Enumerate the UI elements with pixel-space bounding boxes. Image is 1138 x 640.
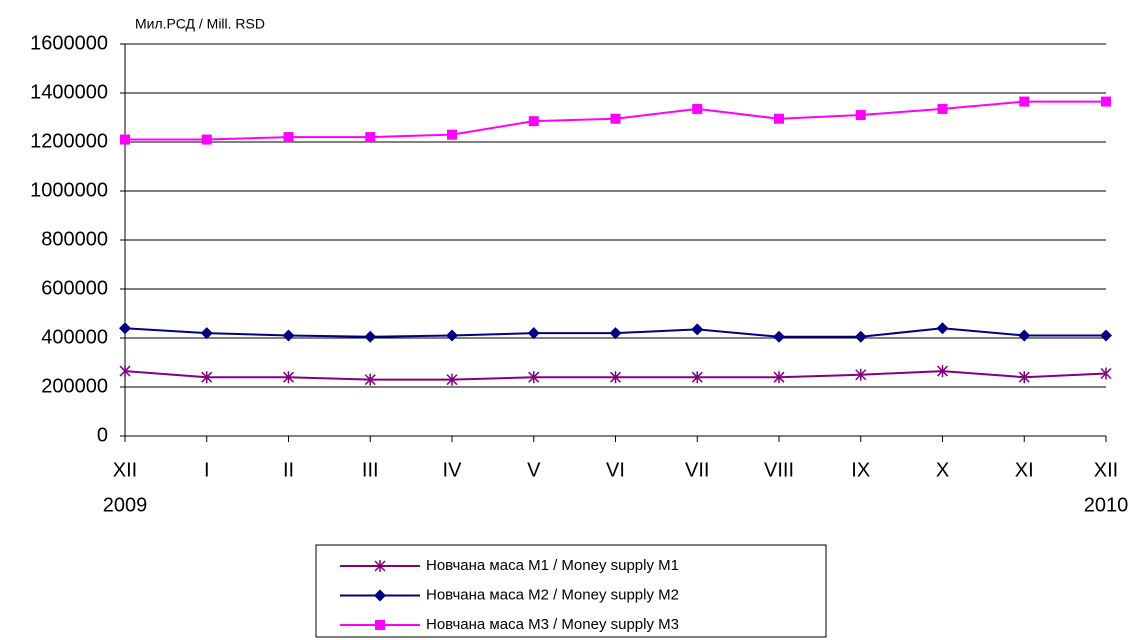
y-tick-label: 400000 — [41, 326, 108, 348]
marker — [855, 110, 866, 121]
marker — [773, 371, 785, 384]
marker — [1101, 96, 1111, 107]
marker — [528, 116, 539, 127]
marker — [374, 560, 386, 572]
marker — [119, 322, 131, 335]
marker — [446, 373, 458, 386]
y-tick-label: 0 — [97, 424, 108, 446]
x-year-label: 2010 — [1084, 494, 1129, 516]
marker — [1018, 329, 1031, 342]
x-tick-label: IX — [851, 459, 870, 481]
x-tick-label: VII — [685, 459, 709, 481]
x-tick-label: I — [204, 459, 210, 481]
y-tick-label: 600000 — [41, 277, 108, 299]
marker — [364, 373, 376, 386]
marker — [528, 371, 540, 384]
marker — [609, 371, 622, 384]
marker — [282, 371, 295, 384]
marker — [609, 327, 622, 340]
marker — [1019, 96, 1030, 107]
marker — [854, 330, 867, 343]
y-tick-label: 1400000 — [30, 81, 108, 103]
marker — [364, 330, 377, 343]
marker — [201, 134, 212, 145]
marker — [936, 365, 949, 378]
marker — [691, 371, 703, 384]
x-tick-label: III — [362, 459, 379, 481]
marker — [691, 323, 704, 336]
y-unit-label: Мил.РСД / Mill. RSD — [135, 16, 265, 32]
x-tick-label: II — [283, 459, 294, 481]
x-tick-label: XII — [113, 459, 137, 481]
x-tick-label: X — [936, 459, 949, 481]
marker — [773, 330, 785, 343]
y-tick-label: 1600000 — [30, 32, 108, 54]
x-tick-label: VI — [606, 459, 625, 481]
x-tick-label: V — [527, 459, 541, 481]
marker — [119, 365, 131, 378]
marker — [446, 329, 458, 342]
x-tick-label: VIII — [764, 459, 794, 481]
marker — [936, 322, 949, 335]
x-year-label: 2009 — [103, 494, 148, 516]
marker — [447, 129, 457, 140]
legend-label: Новчана маса M3 / Money supply M3 — [426, 616, 679, 633]
marker — [1100, 367, 1112, 380]
marker — [375, 620, 385, 630]
marker — [282, 329, 295, 342]
marker — [365, 132, 376, 143]
marker — [1018, 371, 1030, 384]
x-tick-label: IV — [443, 459, 463, 481]
x-tick-label: XI — [1015, 459, 1034, 481]
x-tick-label: XII — [1094, 459, 1118, 481]
y-tick-label: 200000 — [41, 375, 108, 397]
y-tick-label: 800000 — [41, 228, 108, 250]
marker — [201, 371, 213, 384]
legend-label: Новчана маса M1 / Money supply M1 — [426, 557, 679, 574]
marker — [527, 327, 540, 340]
marker — [855, 368, 867, 381]
y-tick-label: 1000000 — [30, 179, 108, 201]
marker — [283, 132, 294, 143]
y-tick-label: 1200000 — [30, 130, 108, 152]
marker — [120, 134, 130, 145]
legend-label: Новчана маса M2 / Money supply M2 — [426, 586, 679, 603]
marker — [774, 113, 784, 124]
marker — [1100, 329, 1112, 342]
marker — [200, 327, 213, 340]
marker — [610, 113, 621, 124]
marker — [937, 103, 948, 114]
legend-box — [315, 544, 827, 638]
marker — [692, 103, 703, 114]
marker — [374, 589, 386, 602]
